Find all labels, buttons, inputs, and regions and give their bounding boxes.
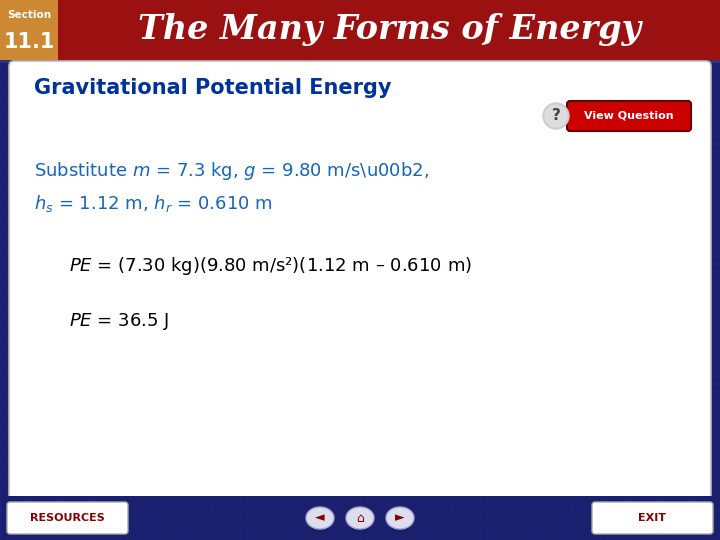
Ellipse shape: [346, 507, 374, 529]
Ellipse shape: [306, 507, 334, 529]
Text: ⌂: ⌂: [356, 511, 364, 524]
FancyBboxPatch shape: [9, 61, 711, 501]
Bar: [0, 0, 720, 60]
Text: ◄: ◄: [315, 511, 325, 524]
Text: RESOURCES: RESOURCES: [30, 513, 104, 523]
Text: $\mathit{h}_s$ = 1.12 m, $\mathit{h}_r$ = 0.610 m: $\mathit{h}_s$ = 1.12 m, $\mathit{h}_r$ …: [34, 193, 273, 214]
Text: The Many Forms of Energy: The Many Forms of Energy: [138, 14, 642, 46]
Bar: [0, 0, 58, 60]
Bar: [0, 60, 720, 63]
Text: Section: Section: [7, 10, 51, 20]
FancyBboxPatch shape: [7, 502, 128, 534]
Circle shape: [545, 105, 567, 127]
Text: Gravitational Potential Energy: Gravitational Potential Energy: [34, 78, 392, 98]
Text: ?: ?: [552, 109, 560, 124]
Ellipse shape: [386, 507, 414, 529]
Text: $\mathit{PE}$ = 36.5 J: $\mathit{PE}$ = 36.5 J: [69, 310, 169, 332]
Text: $\mathit{PE}$ = (7.30 kg)(9.80 m/s²)(1.12 m – 0.610 m): $\mathit{PE}$ = (7.30 kg)(9.80 m/s²)(1.1…: [69, 255, 472, 277]
Text: EXIT: EXIT: [638, 513, 666, 523]
Text: ►: ►: [395, 511, 405, 524]
FancyBboxPatch shape: [592, 502, 713, 534]
Text: 11.1: 11.1: [4, 32, 55, 52]
Text: View Question: View Question: [584, 111, 674, 121]
FancyBboxPatch shape: [567, 101, 691, 131]
Text: Substitute $\mathit{m}$ = 7.3 kg, $\mathit{g}$ = 9.80 m/s\u00b2,: Substitute $\mathit{m}$ = 7.3 kg, $\math…: [34, 160, 429, 182]
Circle shape: [543, 103, 569, 129]
Bar: [0, 496, 720, 540]
